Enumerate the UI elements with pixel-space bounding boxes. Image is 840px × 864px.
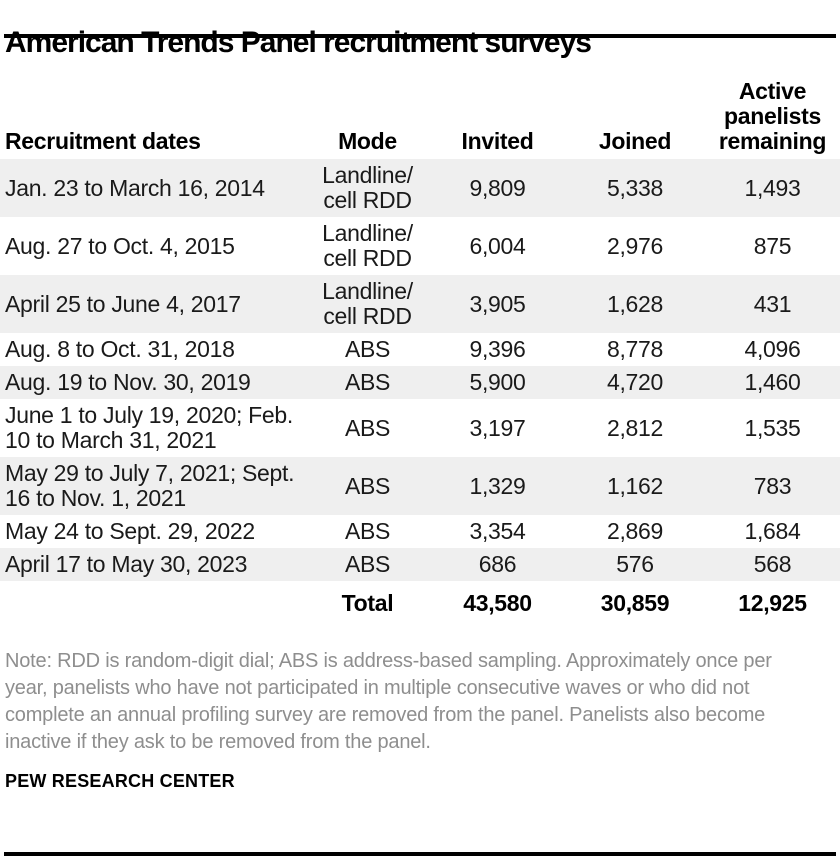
cell-joined: 2,976 [606,232,664,259]
total-invited: 43,580 [430,581,565,622]
cell-mode: ABS [344,414,391,441]
cell-dates: June 1 to July 19, 2020; Feb. 10 to Marc… [5,402,293,453]
header-row: Recruitment dates Mode Invited Joined Ac… [0,62,840,159]
bottom-rule [4,852,836,856]
cell-dates: May 24 to Sept. 29, 2022 [5,518,255,544]
recruitment-table: Recruitment dates Mode Invited Joined Ac… [0,62,840,622]
cell-mode: Landline/ cell RDD [322,220,413,271]
page-title: American Trends Panel recruitment survey… [5,26,592,59]
cell-remaining: 783 [753,472,792,499]
column-header-active-panelists-remaining: Active panelists remaining [718,78,827,154]
cell-remaining: 1,493 [744,174,801,201]
cell-remaining: 568 [753,551,792,577]
cell-remaining: 431 [753,290,792,317]
table-row: May 24 to Sept. 29, 2022 ABS 3,354 2,869… [0,515,840,548]
table-row: May 29 to July 7, 2021; Sept. 16 to Nov.… [0,457,840,515]
total-joined: 30,859 [565,581,705,622]
total-row: Total 43,580 30,859 12,925 [0,581,840,622]
cell-joined: 4,720 [606,369,664,395]
cell-invited: 3,905 [469,290,526,317]
column-header-recruitment-dates: Recruitment dates [5,128,201,154]
table-row: Aug. 19 to Nov. 30, 2019 ABS 5,900 4,720… [0,366,840,399]
footnote-text: Note: RDD is random-digit dial; ABS is a… [5,650,772,753]
cell-remaining: 1,460 [744,369,801,395]
total-remaining: 12,925 [705,581,840,622]
cell-dates: April 25 to June 4, 2017 [5,290,241,317]
cell-invited: 686 [478,551,517,577]
cell-dates: April 17 to May 30, 2023 [5,551,248,577]
table-row: April 25 to June 4, 2017 Landline/ cell … [0,275,840,333]
cell-remaining: 1,684 [744,518,801,544]
table-row: April 17 to May 30, 2023 ABS 686 576 568 [0,548,840,581]
cell-joined: 576 [616,551,654,577]
column-header-joined: Joined [598,128,672,154]
column-header-mode: Mode [338,128,397,154]
cell-dates: Aug. 8 to Oct. 31, 2018 [5,336,235,362]
cell-mode: ABS [344,551,391,577]
cell-dates: Aug. 27 to Oct. 4, 2015 [5,232,235,259]
table-row: June 1 to July 19, 2020; Feb. 10 to Marc… [0,399,840,457]
cell-mode: ABS [344,336,391,362]
source-label: PEW RESEARCH CENTER [5,771,235,791]
cell-dates: May 29 to July 7, 2021; Sept. 16 to Nov.… [5,460,295,511]
cell-invited: 6,004 [469,232,526,259]
top-rule [4,34,836,38]
cell-invited: 9,396 [469,336,526,362]
cell-mode: Landline/ cell RDD [322,162,413,213]
cell-mode: ABS [344,472,391,499]
total-empty-cell [0,581,305,622]
table-row: Aug. 8 to Oct. 31, 2018 ABS 9,396 8,778 … [0,333,840,366]
cell-remaining: 4,096 [744,336,801,362]
cell-joined: 8,778 [606,336,664,362]
cell-invited: 3,197 [469,414,526,441]
pew-figure: American Trends Panel recruitment survey… [0,24,840,864]
cell-invited: 3,354 [469,518,526,544]
cell-invited: 5,900 [469,369,526,395]
cell-joined: 2,869 [606,518,664,544]
cell-mode: Landline/ cell RDD [322,278,413,329]
cell-joined: 5,338 [606,174,664,201]
cell-mode: ABS [344,518,391,544]
cell-joined: 1,628 [606,290,664,317]
cell-dates: Jan. 23 to March 16, 2014 [5,174,265,201]
column-header-invited: Invited [461,128,534,154]
cell-mode: ABS [344,369,391,395]
cell-dates: Aug. 19 to Nov. 30, 2019 [5,369,251,395]
cell-remaining: 1,535 [744,414,801,441]
cell-invited: 1,329 [469,472,526,499]
table-row: Jan. 23 to March 16, 2014 Landline/ cell… [0,159,840,217]
table-row: Aug. 27 to Oct. 4, 2015 Landline/ cell R… [0,217,840,275]
cell-invited: 9,809 [469,174,526,201]
cell-joined: 2,812 [606,414,664,441]
cell-joined: 1,162 [606,472,664,499]
total-label: Total [305,581,430,622]
cell-remaining: 875 [753,232,792,259]
